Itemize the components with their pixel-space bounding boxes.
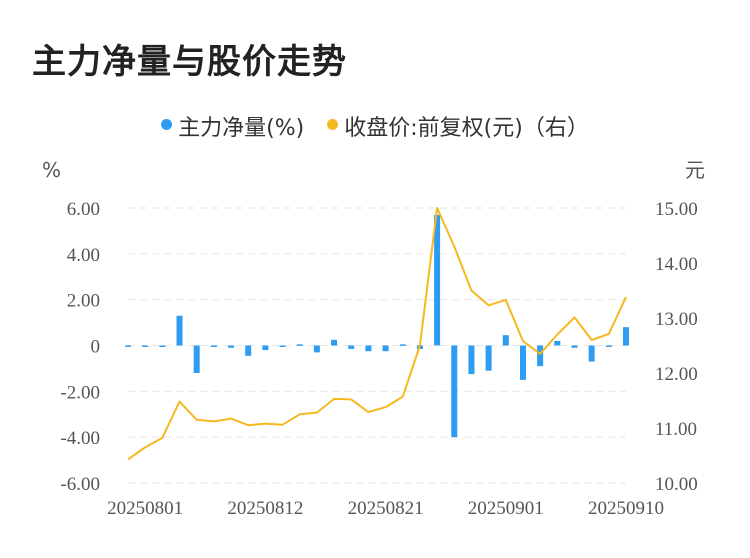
- left-tick-label: 6.00: [67, 199, 100, 220]
- net-volume-bar: [588, 345, 595, 362]
- net-volume-bar: [313, 345, 320, 353]
- net-volume-bar: [193, 345, 200, 373]
- right-tick-label: 13.00: [655, 309, 698, 330]
- net-volume-bar: [348, 345, 355, 349]
- right-axis-unit: 元: [685, 158, 705, 182]
- net-volume-bar: [331, 339, 338, 346]
- legend-label-net: 主力净量(%): [178, 116, 305, 141]
- right-tick-label: 10.00: [655, 474, 698, 495]
- x-tick-label: 20250910: [588, 498, 664, 519]
- net-volume-bar: [468, 345, 475, 375]
- right-tick-label: 12.00: [655, 364, 698, 385]
- net-volume-bar: [279, 345, 286, 347]
- price-line: [127, 207, 627, 461]
- net-volume-bar: [485, 345, 492, 371]
- net-volume-bar: [142, 345, 149, 347]
- net-volume-bar: [382, 345, 389, 352]
- net-volume-bar: [623, 327, 629, 346]
- right-tick-label: 15.00: [655, 199, 698, 220]
- net-volume-bar: [554, 340, 561, 346]
- net-volume-bar: [210, 345, 217, 347]
- net-volume-bar: [176, 315, 183, 346]
- legend: 主力净量(%) 收盘价:前复权(元)（右）: [0, 110, 750, 142]
- net-volume-bar: [434, 214, 441, 346]
- legend-dot-net-icon: [161, 118, 173, 130]
- chart-title: 主力净量与股价走势: [32, 42, 347, 82]
- x-tick-label: 20250801: [107, 498, 183, 519]
- net-volume-bar: [399, 344, 406, 346]
- left-tick-label: -6.00: [60, 474, 100, 495]
- left-tick-label: -4.00: [60, 428, 100, 449]
- legend-dot-price-icon: [327, 118, 339, 130]
- left-tick-label: 4.00: [67, 245, 100, 266]
- left-tick-label: 2.00: [67, 291, 100, 312]
- net-volume-bar: [571, 345, 578, 348]
- legend-item-price[interactable]: 收盘价:前复权(元)（右）: [327, 110, 589, 142]
- left-tick-label: -2.00: [60, 382, 100, 403]
- net-volume-bar: [245, 345, 252, 356]
- net-volume-bar: [159, 345, 166, 347]
- net-volume-bar: [262, 345, 269, 351]
- net-volume-bar: [125, 345, 131, 347]
- legend-label-price: 收盘价:前复权(元)（右）: [344, 116, 589, 141]
- x-tick-label: 20250901: [468, 498, 544, 519]
- left-tick-label: 0: [91, 337, 101, 358]
- net-volume-bar: [537, 345, 544, 367]
- net-volume-bar: [296, 344, 303, 346]
- right-tick-label: 14.00: [655, 254, 698, 275]
- net-volume-bar: [502, 335, 509, 346]
- net-volume-bar: [605, 345, 612, 347]
- net-volume-bar: [228, 345, 235, 348]
- x-tick-label: 20250821: [348, 498, 424, 519]
- net-volume-bar: [519, 345, 526, 380]
- net-volume-bar: [451, 345, 458, 438]
- legend-item-net[interactable]: 主力净量(%): [161, 110, 304, 142]
- right-tick-label: 11.00: [655, 419, 697, 440]
- net-volume-bar: [365, 345, 372, 352]
- left-axis-unit: %: [42, 158, 61, 182]
- x-tick-label: 20250812: [227, 498, 303, 519]
